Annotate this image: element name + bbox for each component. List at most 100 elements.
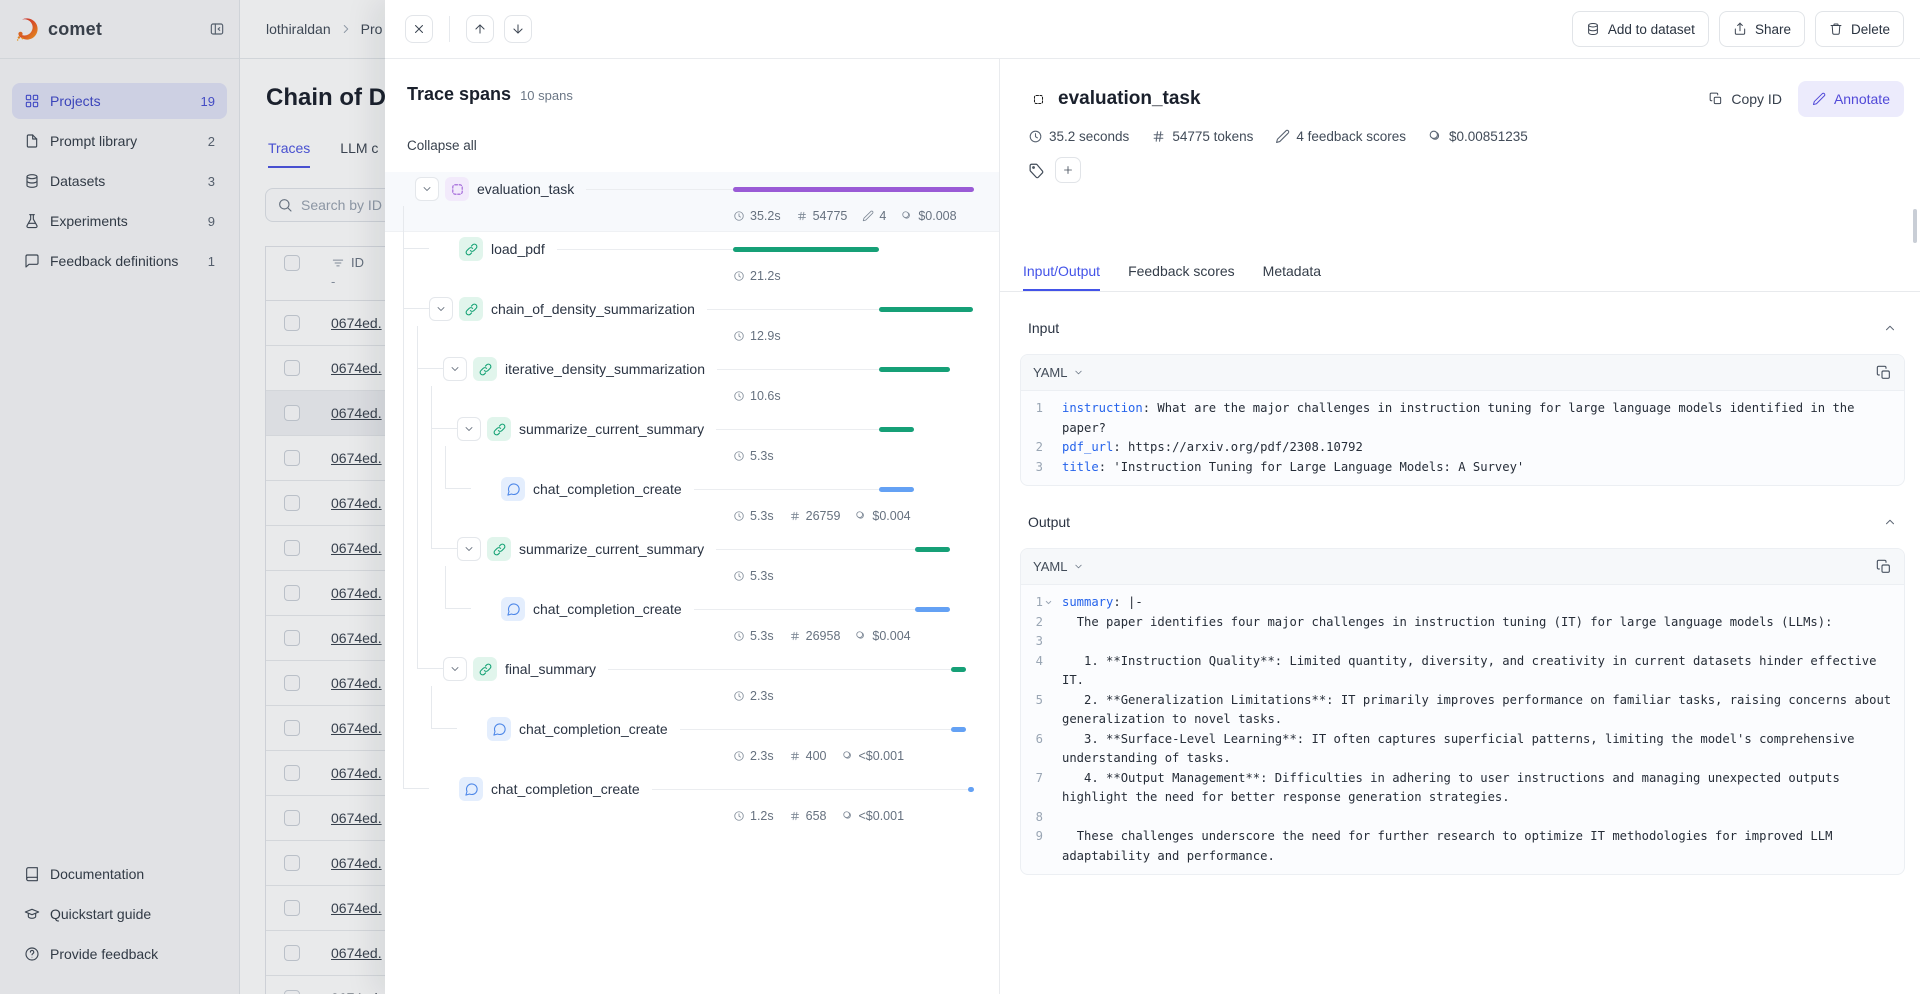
share-button[interactable]: Share — [1718, 11, 1805, 47]
delete-button[interactable]: Delete — [1814, 11, 1904, 47]
output-format-select[interactable]: YAML — [1033, 559, 1084, 574]
trace-id-link[interactable]: 0674ed. — [331, 495, 382, 511]
scrollbar-thumb[interactable] — [1913, 209, 1917, 243]
previous-trace-button[interactable] — [466, 15, 494, 43]
span-row-iterative_density_summarization[interactable]: iterative_density_summarization 10.6s — [385, 352, 999, 412]
trace-id-link[interactable]: 0674ed. — [331, 900, 382, 916]
trace-id-link[interactable]: 0674ed. — [331, 945, 382, 961]
expand-chevron-button[interactable] — [415, 177, 439, 201]
span-row-summarize_current_summary[interactable]: summarize_current_summary 5.3s — [385, 532, 999, 592]
span-row-load_pdf[interactable]: load_pdf 21.2s — [385, 232, 999, 292]
trace-id-link[interactable]: 0674ed. — [331, 450, 382, 466]
row-checkbox[interactable] — [284, 810, 300, 826]
next-trace-button[interactable] — [504, 15, 532, 43]
copy-id-button[interactable]: Copy ID — [1709, 91, 1782, 107]
span-row-chat_completion_create[interactable]: chat_completion_create 1.2s 658 <$0.001 — [385, 772, 999, 832]
trace-id-link[interactable]: 0674ed. — [331, 630, 382, 646]
row-checkbox[interactable] — [284, 450, 300, 466]
metric-clock: 5.3s — [733, 629, 774, 643]
column-header-id[interactable]: ID — [351, 255, 364, 270]
row-checkbox[interactable] — [284, 495, 300, 511]
comet-logo[interactable]: comet — [14, 16, 102, 42]
trace-id-link[interactable]: 0674ed. — [331, 720, 382, 736]
sidebar-item-prompt-library[interactable]: Prompt library 2 — [12, 123, 227, 159]
span-row-summarize_current_summary[interactable]: summarize_current_summary 5.3s — [385, 412, 999, 472]
span-row-chat_completion_create[interactable]: chat_completion_create 2.3s 400 <$0.001 — [385, 712, 999, 772]
span-row-chat_completion_create[interactable]: chat_completion_create 5.3s 26958 $0.004 — [385, 592, 999, 652]
row-checkbox[interactable] — [284, 315, 300, 331]
sidebar-item-experiments[interactable]: Experiments 9 — [12, 203, 227, 239]
trace-id-link[interactable]: 0674ed. — [331, 855, 382, 871]
coins-icon — [855, 510, 867, 522]
sidebar-footer-documentation[interactable]: Documentation — [12, 856, 227, 892]
sidebar-item-projects[interactable]: Projects 19 — [12, 83, 227, 119]
sidebar-item-count: 1 — [207, 253, 215, 269]
fold-caret[interactable] — [1044, 593, 1053, 613]
row-checkbox[interactable] — [284, 405, 300, 421]
tab-traces[interactable]: Traces — [268, 140, 311, 168]
trace-id-link[interactable]: 0674ed. — [331, 810, 382, 826]
breadcrumb-workspace[interactable]: lothiraldan — [266, 21, 331, 37]
expand-chevron-button[interactable] — [443, 657, 467, 681]
trace-id-link[interactable]: 0674ed. — [331, 675, 382, 691]
span-row-evaluation_task[interactable]: evaluation_task 35.2s 54775 4 $0.008 — [385, 172, 999, 232]
sidebar-footer-label: Provide feedback — [50, 946, 159, 962]
annotate-button[interactable]: Annotate — [1797, 81, 1904, 117]
copy-output-icon[interactable] — [1876, 559, 1892, 575]
trace-id-link[interactable]: 0674ed. — [331, 360, 382, 376]
sidebar-footer-quickstart-guide[interactable]: Quickstart guide — [12, 896, 227, 932]
trace-id-link[interactable]: 0674ed. — [331, 585, 382, 601]
select-all-checkbox[interactable] — [284, 255, 300, 271]
expand-chevron-button[interactable] — [457, 417, 481, 441]
line-number: 7 — [1027, 769, 1053, 808]
collapse-all-link[interactable]: Collapse all — [407, 138, 477, 153]
tab-metadata[interactable]: Metadata — [1262, 263, 1322, 279]
tab-llm-c[interactable]: LLM c — [340, 140, 379, 156]
expand-chevron-button[interactable] — [443, 357, 467, 381]
input-format-select[interactable]: YAML — [1033, 365, 1084, 380]
stat-coins: $0.00851235 — [1428, 129, 1528, 144]
close-button[interactable] — [405, 15, 433, 43]
collapse-sidebar-icon[interactable] — [209, 21, 225, 37]
row-checkbox[interactable] — [284, 765, 300, 781]
row-checkbox[interactable] — [284, 900, 300, 916]
trace-id-link[interactable]: 0674ed. — [331, 315, 382, 331]
row-checkbox[interactable] — [284, 945, 300, 961]
add-tag-button[interactable] — [1055, 157, 1081, 183]
expand-chevron-button[interactable] — [457, 537, 481, 561]
span-name-row: summarize_current_summary — [385, 532, 999, 566]
sidebar-footer-provide-feedback[interactable]: Provide feedback — [12, 936, 227, 972]
row-checkbox[interactable] — [284, 675, 300, 691]
sidebar-item-datasets[interactable]: Datasets 3 — [12, 163, 227, 199]
database-icon — [24, 173, 40, 189]
span-row-chat_completion_create[interactable]: chat_completion_create 5.3s 26759 $0.004 — [385, 472, 999, 532]
row-checkbox[interactable] — [284, 360, 300, 376]
span-row-chain_of_density_summarization[interactable]: chain_of_density_summarization 12.9s — [385, 292, 999, 352]
trace-id-link[interactable]: 0674ed. — [331, 405, 382, 421]
span-name: iterative_density_summarization — [505, 361, 705, 377]
breadcrumb-section[interactable]: Pro — [360, 21, 383, 37]
metric-pen: 4 — [862, 209, 886, 223]
trace-id-link[interactable]: 0674ed. — [331, 990, 382, 994]
row-checkbox[interactable] — [284, 630, 300, 646]
trace-id-link[interactable]: 0674ed. — [331, 540, 382, 556]
span-metrics: 2.3s 400 <$0.001 — [733, 749, 904, 763]
add-to-dataset-button[interactable]: Add to dataset — [1571, 11, 1709, 47]
row-checkbox[interactable] — [284, 585, 300, 601]
chevron-up-icon[interactable] — [1883, 515, 1897, 529]
chevron-up-icon[interactable] — [1883, 321, 1897, 335]
tab-feedback-scores[interactable]: Feedback scores — [1128, 263, 1235, 279]
row-checkbox[interactable] — [284, 540, 300, 556]
row-checkbox[interactable] — [284, 720, 300, 736]
expand-chevron-button[interactable] — [429, 297, 453, 321]
tab-input-output[interactable]: Input/Output — [1023, 255, 1101, 291]
trace-id-link[interactable]: 0674ed. — [331, 765, 382, 781]
span-name-row: iterative_density_summarization — [385, 352, 999, 386]
sidebar-item-feedback-definitions[interactable]: Feedback definitions 1 — [12, 243, 227, 279]
copy-input-icon[interactable] — [1876, 365, 1892, 381]
span-row-final_summary[interactable]: final_summary 2.3s — [385, 652, 999, 712]
tree-connector-h — [403, 308, 429, 309]
row-checkbox[interactable] — [284, 855, 300, 871]
table-row[interactable]: 0674ed. — [266, 976, 1920, 994]
row-checkbox[interactable] — [284, 990, 300, 994]
